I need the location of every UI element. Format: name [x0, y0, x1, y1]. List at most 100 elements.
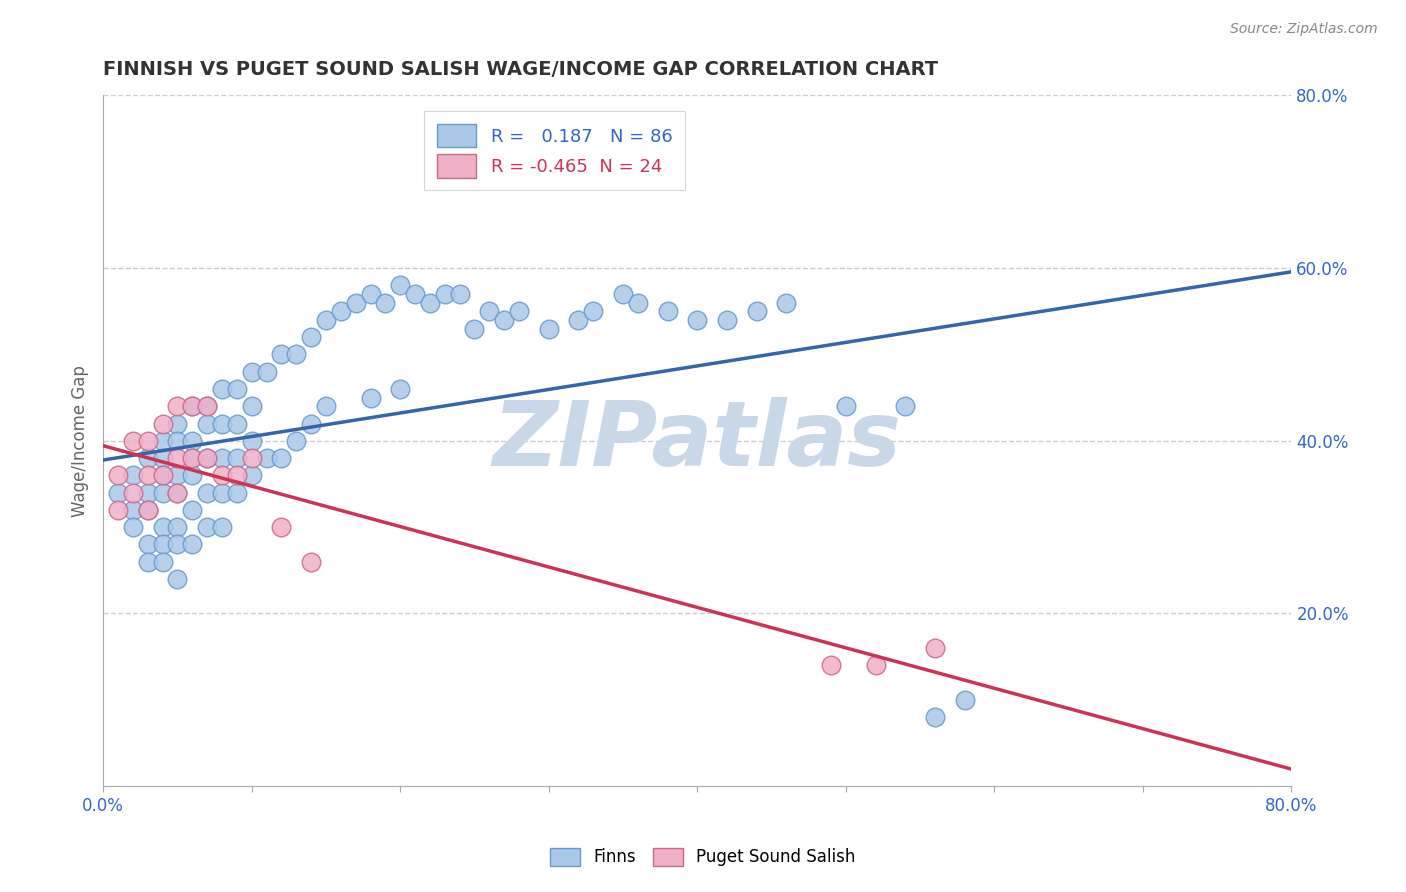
Text: Source: ZipAtlas.com: Source: ZipAtlas.com	[1230, 22, 1378, 37]
Point	[121, 468, 143, 483]
Point	[567, 313, 589, 327]
Point	[152, 417, 174, 431]
Point	[315, 313, 337, 327]
Point	[835, 399, 858, 413]
Point	[582, 304, 605, 318]
Point	[449, 287, 471, 301]
Legend: Finns, Puget Sound Salish: Finns, Puget Sound Salish	[541, 839, 865, 875]
Point	[494, 313, 516, 327]
Point	[121, 485, 143, 500]
Point	[166, 572, 188, 586]
Point	[195, 399, 218, 413]
Text: ZIPatlas: ZIPatlas	[492, 397, 901, 484]
Point	[195, 485, 218, 500]
Point	[240, 468, 263, 483]
Point	[270, 520, 292, 534]
Point	[195, 417, 218, 431]
Point	[152, 468, 174, 483]
Point	[136, 503, 159, 517]
Point	[121, 503, 143, 517]
Point	[924, 640, 946, 655]
Point	[404, 287, 426, 301]
Point	[107, 468, 129, 483]
Point	[225, 468, 247, 483]
Point	[240, 451, 263, 466]
Point	[360, 391, 382, 405]
Point	[152, 485, 174, 500]
Point	[181, 537, 204, 551]
Point	[240, 434, 263, 448]
Point	[508, 304, 530, 318]
Point	[152, 520, 174, 534]
Point	[211, 468, 233, 483]
Point	[211, 485, 233, 500]
Point	[315, 399, 337, 413]
Point	[195, 451, 218, 466]
Point	[152, 434, 174, 448]
Point	[152, 555, 174, 569]
Point	[211, 520, 233, 534]
Point	[181, 399, 204, 413]
Point	[463, 321, 485, 335]
Point	[657, 304, 679, 318]
Point	[953, 693, 976, 707]
Point	[478, 304, 501, 318]
Point	[374, 295, 396, 310]
Point	[211, 417, 233, 431]
Point	[136, 468, 159, 483]
Point	[285, 347, 308, 361]
Point	[136, 503, 159, 517]
Point	[121, 520, 143, 534]
Point	[181, 468, 204, 483]
Point	[419, 295, 441, 310]
Point	[152, 468, 174, 483]
Point	[716, 313, 738, 327]
Point	[299, 330, 322, 344]
Point	[195, 451, 218, 466]
Point	[166, 537, 188, 551]
Point	[225, 382, 247, 396]
Point	[195, 399, 218, 413]
Point	[181, 451, 204, 466]
Point	[865, 658, 887, 673]
Point	[166, 520, 188, 534]
Point	[136, 451, 159, 466]
Point	[136, 537, 159, 551]
Point	[166, 485, 188, 500]
Point	[537, 321, 560, 335]
Point	[894, 399, 917, 413]
Point	[344, 295, 367, 310]
Point	[166, 485, 188, 500]
Point	[121, 434, 143, 448]
Point	[136, 485, 159, 500]
Point	[225, 451, 247, 466]
Point	[270, 451, 292, 466]
Point	[107, 503, 129, 517]
Point	[166, 468, 188, 483]
Point	[152, 537, 174, 551]
Point	[285, 434, 308, 448]
Point	[166, 399, 188, 413]
Point	[107, 485, 129, 500]
Point	[152, 451, 174, 466]
Point	[433, 287, 456, 301]
Text: FINNISH VS PUGET SOUND SALISH WAGE/INCOME GAP CORRELATION CHART: FINNISH VS PUGET SOUND SALISH WAGE/INCOM…	[103, 60, 938, 78]
Point	[329, 304, 352, 318]
Point	[240, 365, 263, 379]
Point	[166, 434, 188, 448]
Point	[389, 382, 412, 396]
Point	[270, 347, 292, 361]
Point	[181, 503, 204, 517]
Point	[166, 451, 188, 466]
Legend: R =   0.187   N = 86, R = -0.465  N = 24: R = 0.187 N = 86, R = -0.465 N = 24	[425, 112, 685, 190]
Point	[299, 555, 322, 569]
Y-axis label: Wage/Income Gap: Wage/Income Gap	[72, 365, 89, 516]
Point	[775, 295, 797, 310]
Point	[389, 278, 412, 293]
Point	[924, 710, 946, 724]
Point	[181, 451, 204, 466]
Point	[136, 434, 159, 448]
Point	[299, 417, 322, 431]
Point	[745, 304, 768, 318]
Point	[181, 434, 204, 448]
